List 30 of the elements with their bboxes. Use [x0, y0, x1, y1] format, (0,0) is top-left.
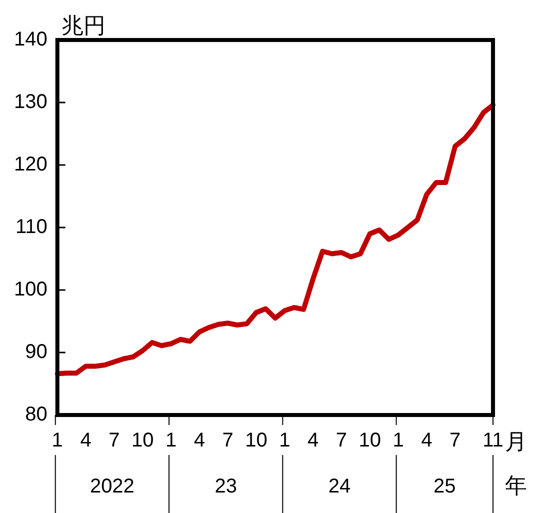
y-axis-title: 兆円 [61, 13, 106, 38]
y-tick-label: 110 [15, 216, 48, 238]
x-tick-label: 4 [421, 430, 432, 452]
text: 24 [328, 476, 351, 498]
y-tick-label: 140 [14, 28, 48, 51]
x-tick-label: 4 [194, 430, 205, 452]
x-tick-label: 7 [336, 430, 348, 452]
x-tick-label: 1 [279, 430, 290, 452]
y-tick-label: 120 [14, 154, 48, 176]
x-tick-label: 7 [450, 430, 461, 452]
text: 25 [434, 476, 456, 498]
x-tick-label: 1 [392, 430, 404, 452]
x-tick-label: 10 [131, 430, 154, 452]
text: 2022 [90, 476, 134, 498]
x-tick-label: 1 [52, 430, 63, 452]
x-tick-label: 10 [245, 430, 268, 452]
x-axis-title: 月 [505, 429, 527, 454]
y-tick-label: 90 [25, 341, 48, 364]
y-tick-label: 80 [25, 404, 48, 426]
x-tick-label: 4 [308, 430, 319, 452]
x-tick-label: 7 [108, 430, 120, 452]
text: 23 [214, 476, 237, 498]
x-tick-label: 7 [222, 430, 234, 452]
y-tick-label: 130 [14, 91, 48, 114]
x-tick-label: 10 [358, 430, 382, 452]
x-tick-label: 1 [165, 430, 177, 452]
text: 年 [505, 473, 527, 498]
x-tick-label: 4 [80, 430, 92, 452]
x-tick-label: 11 [482, 430, 504, 452]
y-tick-label: 100 [14, 278, 48, 301]
